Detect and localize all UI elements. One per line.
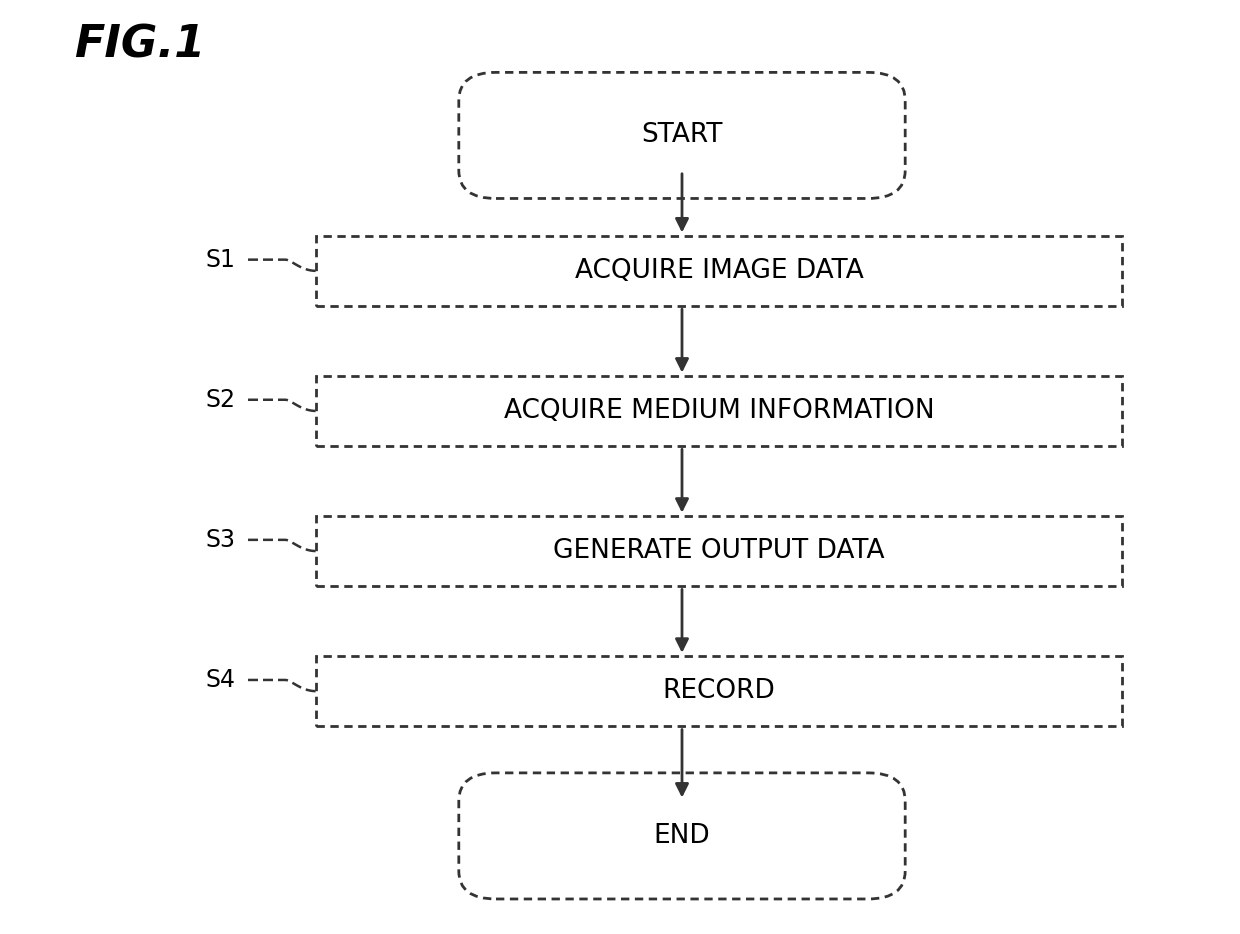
Text: S2: S2 <box>206 388 236 412</box>
Text: ACQUIRE IMAGE DATA: ACQUIRE IMAGE DATA <box>575 258 863 284</box>
FancyBboxPatch shape <box>316 375 1122 446</box>
Text: END: END <box>653 823 711 849</box>
FancyBboxPatch shape <box>316 656 1122 727</box>
Text: S3: S3 <box>206 528 236 552</box>
Text: START: START <box>641 122 723 149</box>
Text: GENERATE OUTPUT DATA: GENERATE OUTPUT DATA <box>553 538 885 564</box>
Text: ACQUIRE MEDIUM INFORMATION: ACQUIRE MEDIUM INFORMATION <box>503 398 935 424</box>
FancyBboxPatch shape <box>316 235 1122 305</box>
Text: FIG.1: FIG.1 <box>74 23 206 66</box>
Text: S4: S4 <box>206 668 236 692</box>
FancyBboxPatch shape <box>459 773 905 899</box>
FancyBboxPatch shape <box>316 516 1122 587</box>
Text: RECORD: RECORD <box>663 678 775 704</box>
FancyBboxPatch shape <box>459 72 905 199</box>
Text: S1: S1 <box>206 248 236 272</box>
